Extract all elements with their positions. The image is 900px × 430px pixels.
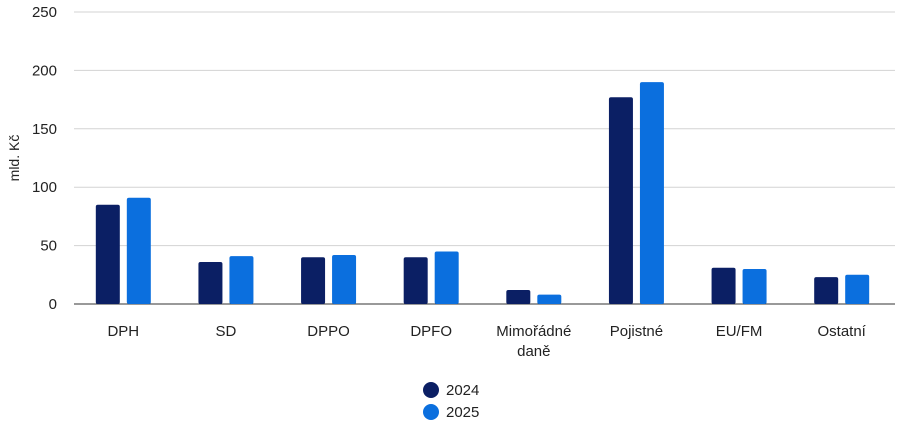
gridlines — [74, 11, 895, 305]
x-category-label: DPPO — [307, 323, 350, 340]
bar-2024-1 — [198, 261, 223, 304]
y-tick-label: 150 — [32, 121, 57, 138]
x-category-label: Ostatní — [818, 323, 867, 340]
x-category-label: EU/FM — [716, 323, 763, 340]
x-category-label: daně — [517, 343, 550, 360]
x-category-label: DPFO — [410, 323, 452, 340]
x-category-label: SD — [216, 323, 237, 340]
bar-2024-2 — [301, 257, 326, 304]
bar-2025-3 — [434, 251, 459, 304]
bar-2025-2 — [332, 254, 357, 304]
legend-label: 2024 — [446, 382, 479, 399]
legend-swatch-2024 — [423, 382, 439, 398]
y-axis-title: mld. Kč — [6, 135, 22, 182]
bar-2024-3 — [403, 257, 428, 304]
bar-2025-0 — [126, 197, 151, 304]
bar-2024-5 — [608, 97, 633, 304]
y-axis-ticks: 0 50 100 150 200 250 — [32, 4, 57, 313]
bar-2025-6 — [742, 268, 767, 304]
y-tick-label: 0 — [49, 296, 57, 313]
x-category-label: Pojistné — [610, 323, 663, 340]
bars — [95, 82, 870, 304]
y-tick-label: 50 — [40, 238, 57, 255]
y-tick-label: 100 — [32, 179, 57, 196]
bar-2024-0 — [95, 204, 120, 304]
y-tick-label: 200 — [32, 62, 57, 79]
y-tick-label: 250 — [32, 4, 57, 21]
bar-2024-4 — [506, 289, 531, 304]
legend: 2024 2025 — [423, 382, 479, 421]
bar-2024-7 — [814, 277, 839, 304]
bar-2025-1 — [229, 256, 254, 304]
bar-2025-7 — [845, 274, 870, 304]
x-category-label: Mimořádné — [496, 323, 571, 340]
bar-2025-4 — [537, 294, 562, 304]
x-category-label: DPH — [107, 323, 139, 340]
legend-swatch-2025 — [423, 404, 439, 420]
bar-2025-5 — [639, 82, 664, 304]
bar-2024-6 — [711, 267, 736, 304]
x-axis-categories: DPH SD DPPO DPFO Mimořádné daně Pojistné EU/FM O… — [107, 323, 866, 360]
legend-label: 2025 — [446, 404, 479, 421]
